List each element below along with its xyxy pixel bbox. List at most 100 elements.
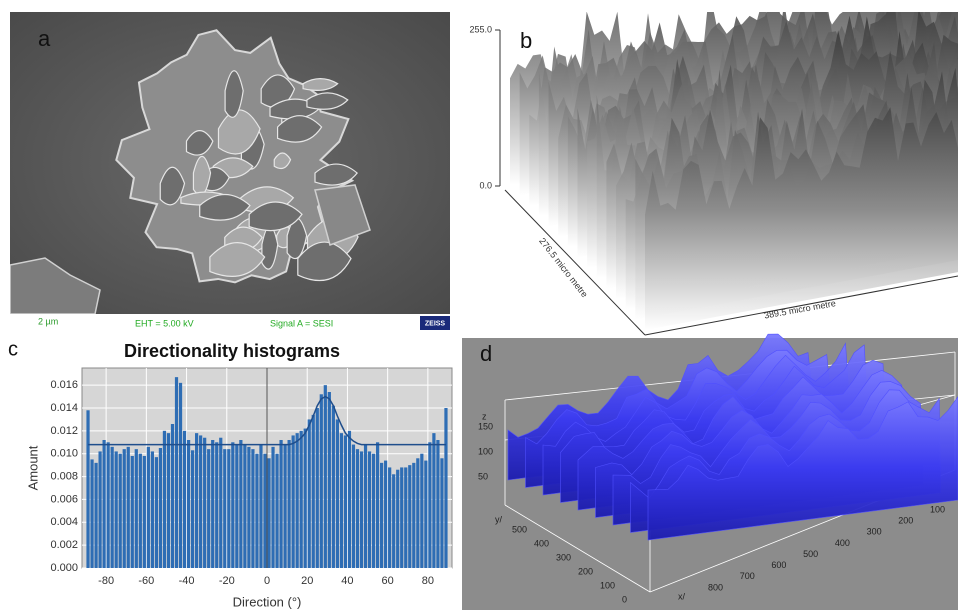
bar <box>444 408 447 568</box>
bar <box>183 431 186 568</box>
x-tick-label: 500 <box>803 549 818 559</box>
bar <box>392 474 395 568</box>
bar <box>376 442 379 568</box>
x-tick-label: 80 <box>422 575 434 587</box>
figure: a 2 µm EHT = 5.00 kV Signal A = SESI ZEI… <box>0 0 958 610</box>
bar <box>432 433 435 568</box>
y-tick-label: 0.016 <box>50 379 78 391</box>
z-axis-label: z <box>482 411 487 421</box>
bar <box>94 463 97 568</box>
bar <box>384 461 387 568</box>
y-tick-label: 500 <box>512 524 527 534</box>
bar <box>408 465 411 568</box>
bar <box>251 449 254 568</box>
bar <box>316 408 319 568</box>
bar <box>179 383 182 568</box>
panel-a: a 2 µm EHT = 5.00 kV Signal A = SESI ZEI… <box>10 12 450 332</box>
bar <box>267 458 270 568</box>
x-tick-label: 0 <box>264 575 270 587</box>
bar <box>275 454 278 568</box>
bar <box>167 433 170 568</box>
y-tick-label: 0.012 <box>50 425 78 437</box>
bar <box>215 442 218 568</box>
panel-b: 255.0 0.0 b 276.5 micro metre 389.5 micr… <box>469 0 958 335</box>
bar <box>388 467 391 568</box>
y-tick-label: 0.006 <box>50 493 78 505</box>
bar <box>231 442 234 568</box>
y-tick-label: 0.014 <box>50 402 78 414</box>
y-axis-label: y/ <box>495 514 503 524</box>
x-tick-label: 40 <box>341 575 353 587</box>
bar <box>340 433 343 568</box>
y-tick-label: 200 <box>578 566 593 576</box>
z-tick-label: 150 <box>478 421 493 431</box>
bar <box>103 440 106 568</box>
bar <box>279 440 282 568</box>
bar <box>263 454 266 568</box>
info-bar <box>10 314 450 332</box>
bar <box>424 461 427 568</box>
x-axis-label: Direction (°) <box>233 594 302 609</box>
bar <box>320 394 323 568</box>
y-tick-label: 100 <box>600 580 615 590</box>
bar <box>412 463 415 568</box>
z-tick-label: 50 <box>478 471 488 481</box>
bar <box>135 449 138 568</box>
bar <box>159 448 162 568</box>
bar <box>304 429 307 568</box>
bar <box>211 440 214 568</box>
x-tick-label: 60 <box>382 575 394 587</box>
bar <box>300 431 303 568</box>
bar <box>292 435 295 568</box>
bar <box>428 442 431 568</box>
y-tick-label: 0.000 <box>50 562 78 574</box>
bar <box>328 392 331 568</box>
bar <box>396 470 399 568</box>
bar <box>171 424 174 568</box>
bar <box>336 419 339 568</box>
y-tick-label: 0 <box>622 594 627 604</box>
x-tick-label: -60 <box>138 575 154 587</box>
bar <box>175 377 178 568</box>
bar <box>368 451 371 568</box>
bar <box>223 449 226 568</box>
bar <box>123 449 126 568</box>
bar <box>207 449 210 568</box>
bar <box>115 451 118 568</box>
eht-label: EHT = 5.00 kV <box>135 318 194 328</box>
y-axis-label: Amount <box>25 445 40 490</box>
bar <box>239 440 242 568</box>
bar <box>360 451 363 568</box>
x-tick-label: -40 <box>179 575 195 587</box>
x-tick-label: 20 <box>301 575 313 587</box>
brand: ZEISS <box>425 320 446 327</box>
bar <box>98 451 101 568</box>
bar <box>356 449 359 568</box>
z-min: 0.0 <box>479 180 492 190</box>
bar <box>247 447 250 568</box>
bar <box>139 454 142 568</box>
bar <box>127 447 130 568</box>
chart-title: Directionality histograms <box>124 341 340 361</box>
page: {"panels": { "a": {"label": "a", "scale_… <box>0 0 958 610</box>
bar <box>90 459 93 568</box>
panel-label: d <box>480 341 492 366</box>
bar <box>372 454 375 568</box>
y-tick-label: 400 <box>534 538 549 548</box>
bar <box>147 447 150 568</box>
x-tick-label: 300 <box>867 527 882 537</box>
bar <box>163 431 166 568</box>
scale-bar-label: 2 µm <box>38 316 58 326</box>
panel-label: b <box>520 28 532 53</box>
bar <box>416 458 419 568</box>
bar <box>143 456 146 568</box>
panel-c: c Directionality histograms Amount Direc… <box>8 338 452 609</box>
x-tick-label: 400 <box>835 538 850 548</box>
bar <box>199 435 202 568</box>
y-tick-label: 300 <box>556 552 571 562</box>
y-tick-label: 0.004 <box>50 516 78 528</box>
y-tick-label: 0.008 <box>50 470 78 482</box>
bar <box>195 433 198 568</box>
x-tick-label: 600 <box>771 560 786 570</box>
bar <box>344 435 347 568</box>
